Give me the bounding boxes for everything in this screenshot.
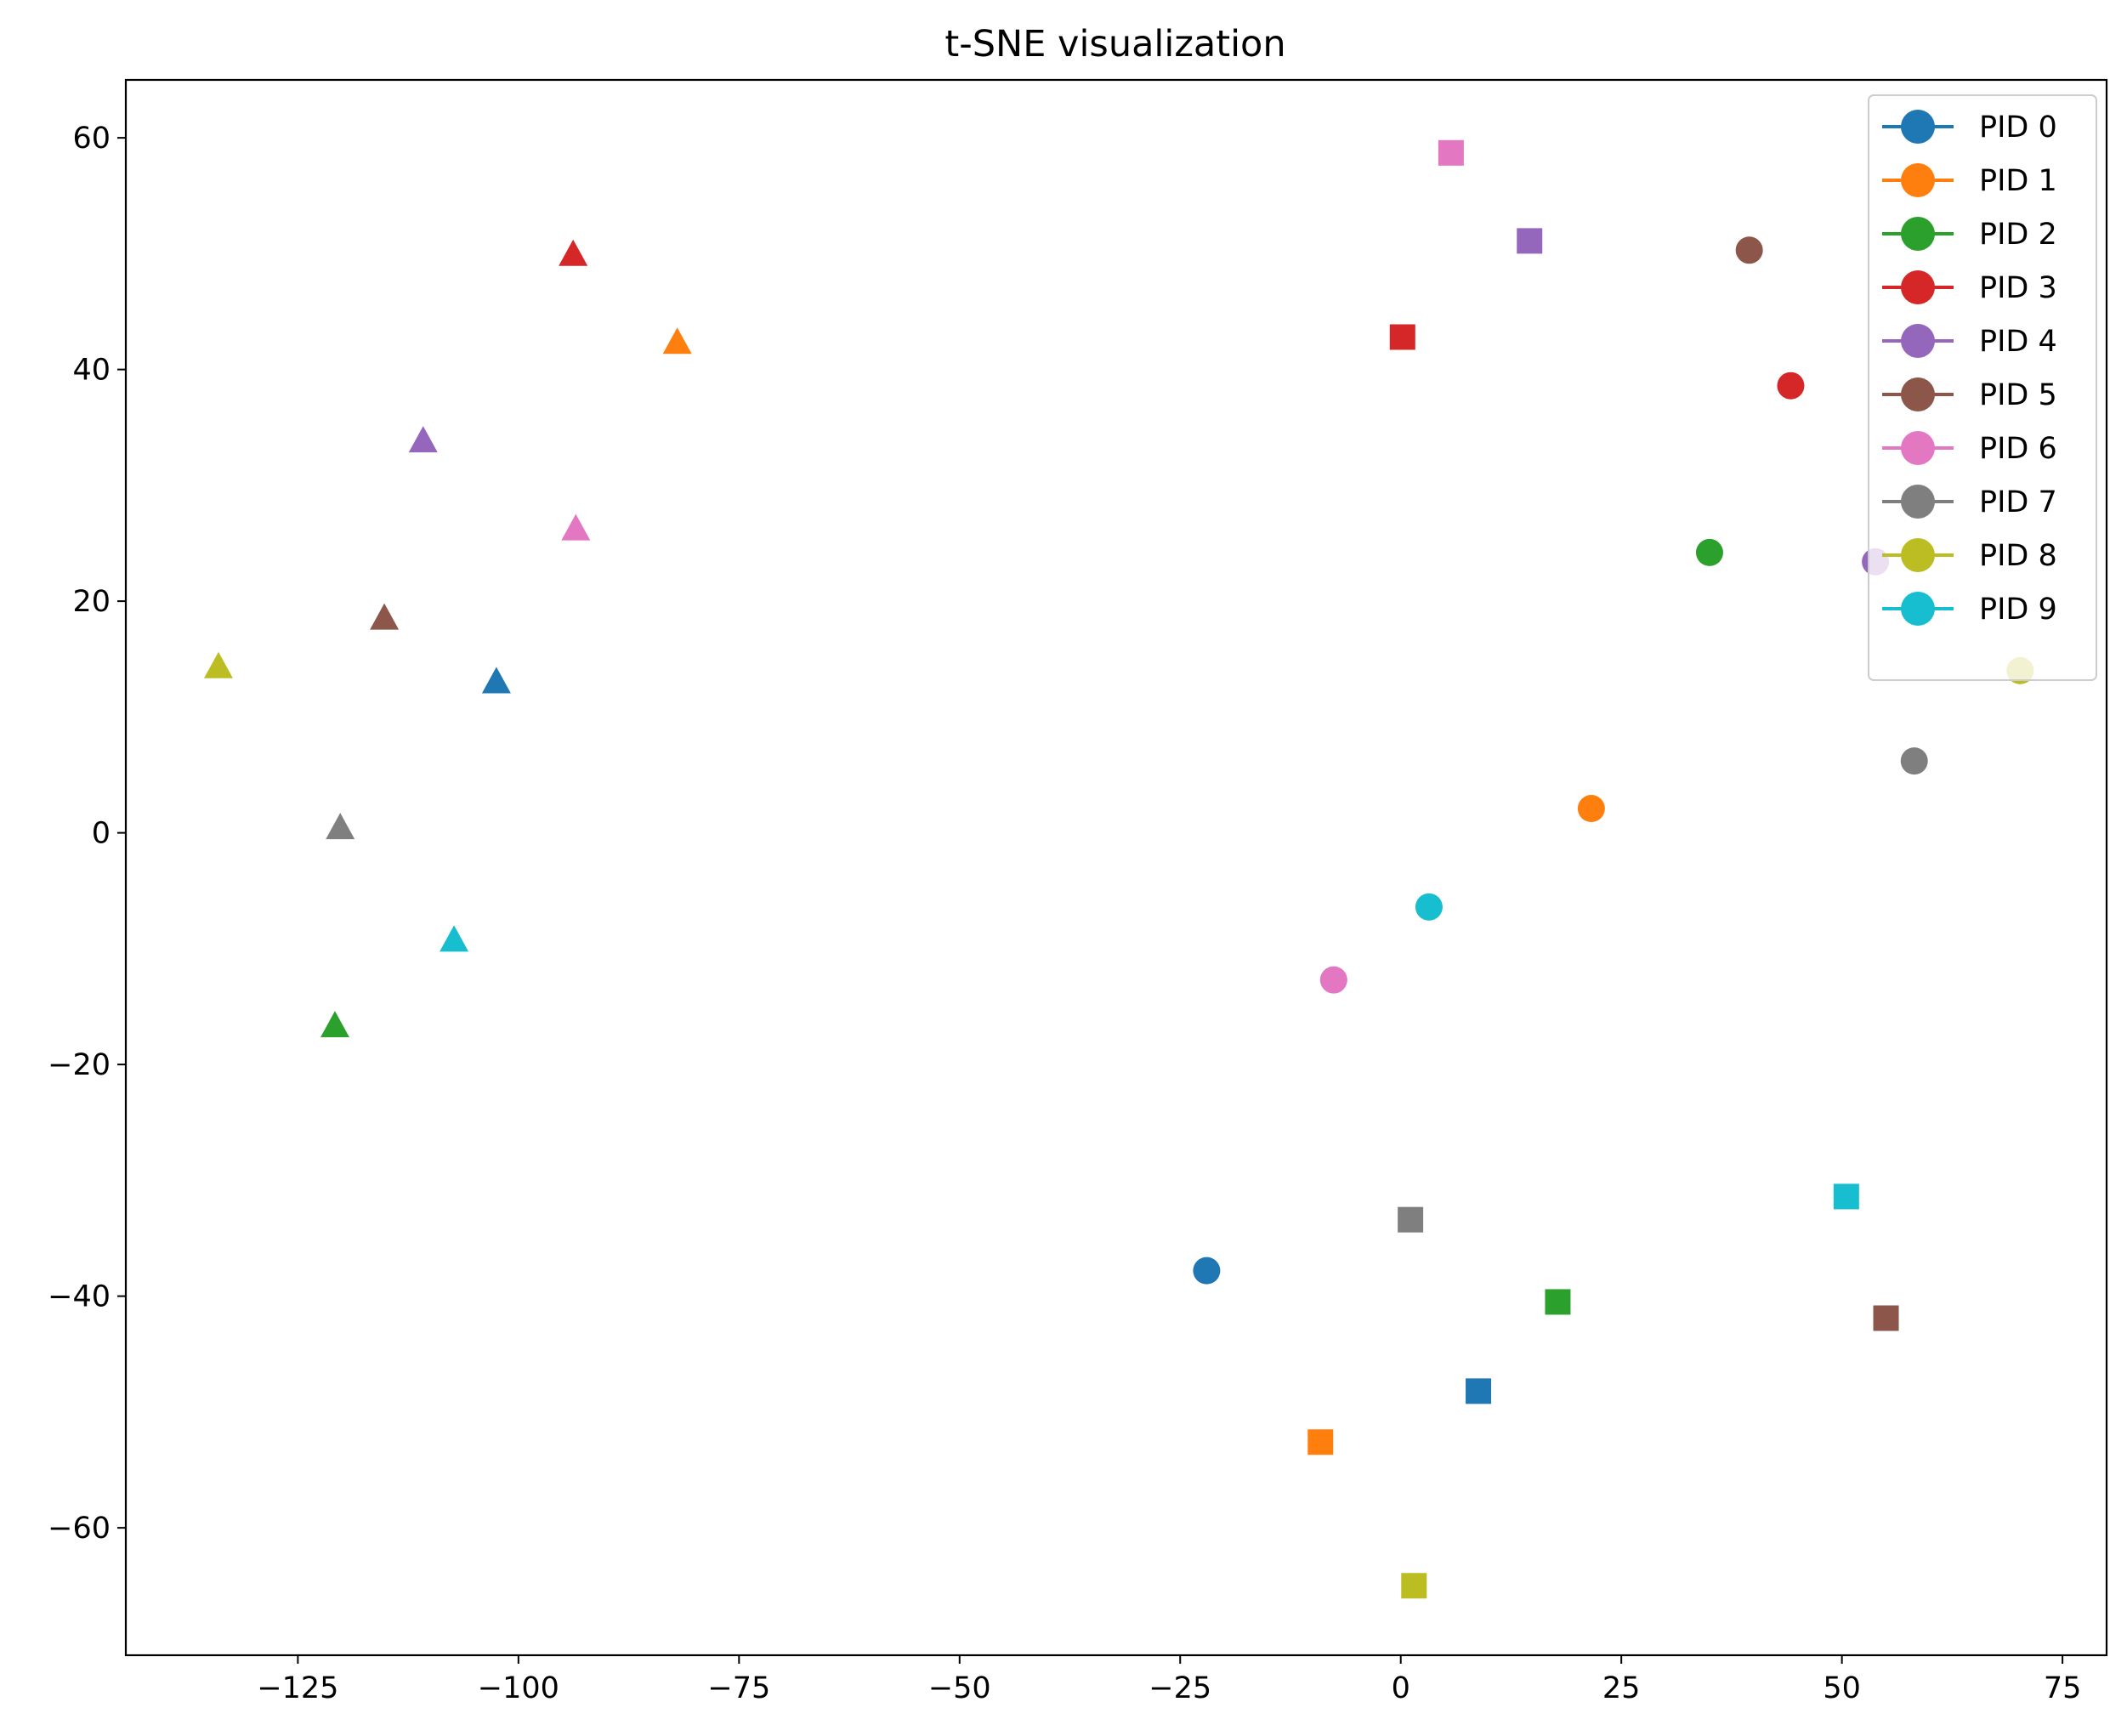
legend-marker xyxy=(1901,538,1935,572)
x-tick-label: −25 xyxy=(1149,1671,1211,1705)
point-pid3-circle xyxy=(1777,372,1805,400)
point-pid3-square xyxy=(1389,324,1415,350)
chart-title: t-SNE visualization xyxy=(944,23,1285,65)
legend-marker xyxy=(1901,217,1935,251)
legend-marker xyxy=(1901,324,1935,358)
legend-label: PID 9 xyxy=(1979,593,2057,627)
point-pid6-circle xyxy=(1319,966,1347,994)
data-points xyxy=(203,139,2034,1599)
point-pid0-triangle xyxy=(481,667,511,694)
legend-marker xyxy=(1901,592,1935,626)
y-tick-label: 60 xyxy=(72,122,111,156)
point-pid7-circle xyxy=(1900,747,1928,775)
point-pid5-triangle xyxy=(370,603,400,630)
point-pid5-square xyxy=(1873,1305,1899,1331)
x-tick-label: −125 xyxy=(257,1671,338,1705)
legend-label: PID 5 xyxy=(1979,378,2057,412)
point-pid9-circle xyxy=(1415,893,1443,921)
x-tick-label: −100 xyxy=(478,1671,559,1705)
x-tick-label: 0 xyxy=(1392,1671,1410,1705)
point-pid1-triangle xyxy=(662,327,692,355)
point-pid6-triangle xyxy=(561,513,591,541)
legend-label: PID 0 xyxy=(1979,111,2057,145)
point-pid6-square xyxy=(1438,139,1464,166)
legend-label: PID 7 xyxy=(1979,485,2057,519)
legend-label: PID 8 xyxy=(1979,539,2057,573)
legend: PID 0 PID 1 PID 2 PID 3 PID 4 PID 5 PID 6 PID 7… xyxy=(1868,94,2097,681)
point-pid9-square xyxy=(1833,1183,1859,1210)
y-tick-label: −60 xyxy=(48,1512,111,1546)
y-tick-label: 40 xyxy=(72,354,111,388)
point-pid2-circle xyxy=(1695,538,1723,566)
legend-label: PID 6 xyxy=(1979,432,2057,466)
x-tick-label: 50 xyxy=(1823,1671,1861,1705)
y-tick-label: −40 xyxy=(48,1280,111,1314)
point-pid0-circle xyxy=(1193,1257,1221,1285)
x-tick-label: −50 xyxy=(928,1671,991,1705)
point-pid3-triangle xyxy=(559,239,588,266)
point-pid8-triangle xyxy=(203,651,233,678)
legend-label: PID 2 xyxy=(1979,218,2057,252)
x-tick-label: −75 xyxy=(707,1671,770,1705)
y-tick-label: 0 xyxy=(92,817,111,851)
legend-marker xyxy=(1901,377,1935,411)
legend-marker xyxy=(1901,110,1935,144)
point-pid8-square xyxy=(1401,1573,1427,1599)
x-tick-label: 25 xyxy=(1602,1671,1641,1705)
point-pid7-triangle xyxy=(326,813,355,840)
y-tick-label: 20 xyxy=(72,585,111,619)
point-pid2-triangle xyxy=(320,1011,349,1038)
point-pid9-triangle xyxy=(440,925,469,952)
plot-frame xyxy=(124,78,2108,1657)
legend-label: PID 3 xyxy=(1979,271,2057,305)
legend-label: PID 1 xyxy=(1979,164,2057,198)
point-pid4-square xyxy=(1517,228,1543,254)
axis-ticks: −125 −100 −75 −50 −25 0 25 50 75 −60 −40 −20 0 20 40 60 xyxy=(48,122,2081,1705)
legend-marker xyxy=(1901,163,1935,197)
point-pid7-square xyxy=(1398,1206,1424,1233)
point-pid1-square xyxy=(1307,1429,1334,1455)
legend-marker xyxy=(1901,270,1935,304)
point-pid5-circle xyxy=(1735,236,1763,264)
legend-marker xyxy=(1901,485,1935,519)
point-pid4-triangle xyxy=(408,426,438,453)
legend-marker xyxy=(1901,431,1935,465)
point-pid0-square xyxy=(1466,1378,1492,1404)
y-tick-label: −20 xyxy=(48,1048,111,1082)
x-tick-label: 75 xyxy=(2044,1671,2082,1705)
point-pid1-circle xyxy=(1577,795,1605,823)
point-pid2-square xyxy=(1545,1289,1571,1315)
legend-label: PID 4 xyxy=(1979,325,2057,359)
